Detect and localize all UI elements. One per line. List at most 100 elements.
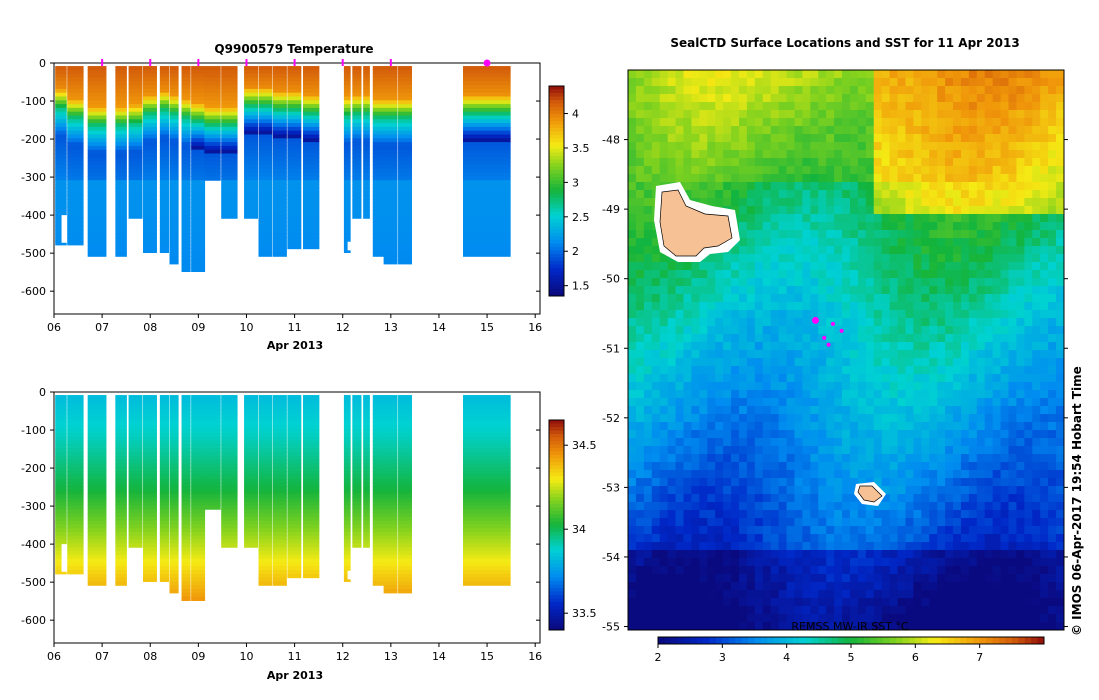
profile-cell xyxy=(55,406,67,411)
sst-cell xyxy=(1000,182,1009,191)
profile-cell xyxy=(398,509,412,514)
sst-cell xyxy=(675,382,684,391)
sst-cell xyxy=(945,358,954,367)
sst-cell xyxy=(715,302,724,311)
sst-cell xyxy=(754,118,764,127)
salinity-colorbar-swatch xyxy=(549,542,564,547)
profile-cell xyxy=(221,176,238,181)
profile-cell xyxy=(87,138,107,143)
temperature-colorbar-swatch xyxy=(549,110,564,115)
sst-cell xyxy=(683,166,692,175)
sst-cell xyxy=(1056,422,1065,431)
sst-cell xyxy=(826,302,835,311)
sst-cell xyxy=(842,326,851,335)
profile-cell xyxy=(463,176,511,181)
profile-cell xyxy=(128,77,143,82)
sst-cell xyxy=(746,166,756,175)
profile-cell xyxy=(128,161,143,166)
profile-cell xyxy=(258,501,273,506)
sst-cell xyxy=(818,70,827,79)
profile-cell xyxy=(128,493,143,499)
sst-cell xyxy=(929,134,938,143)
profile-cell xyxy=(287,233,302,238)
sst-cell xyxy=(770,118,780,127)
profile-cell xyxy=(115,562,127,567)
sst-cell xyxy=(849,190,859,199)
profile-cell xyxy=(463,569,511,575)
profile-cell xyxy=(143,168,157,174)
sst-cell xyxy=(778,350,787,359)
profile-cell xyxy=(191,467,206,472)
profile-cell xyxy=(115,240,127,246)
profile-cell xyxy=(352,161,362,166)
profile-cell xyxy=(204,69,221,75)
sst-cell xyxy=(715,174,724,183)
profile-cell xyxy=(343,138,351,143)
profile-cell xyxy=(204,73,221,79)
sst-cell xyxy=(984,126,994,135)
sst-cell xyxy=(802,230,811,239)
sst-cell xyxy=(953,334,962,343)
profile-cell xyxy=(128,482,143,487)
sst-cell xyxy=(683,86,692,95)
sst-cell xyxy=(1008,222,1017,231)
profile-cell xyxy=(143,577,157,582)
profile-cell xyxy=(343,516,351,522)
profile-cell xyxy=(463,493,511,499)
sst-cell xyxy=(976,390,986,399)
profile-cell xyxy=(169,550,179,556)
profile-cell xyxy=(159,543,169,548)
profile-cell xyxy=(244,107,259,113)
sst-cell xyxy=(723,326,732,335)
sst-cell xyxy=(651,262,661,271)
sst-cell xyxy=(1024,414,1033,423)
profile-cell xyxy=(398,406,412,411)
profile-cell xyxy=(221,73,238,79)
sst-cell xyxy=(873,174,883,183)
sst-cell xyxy=(794,270,803,279)
profile-cell xyxy=(303,221,320,227)
profile-cell xyxy=(463,550,511,556)
profile-cell xyxy=(352,172,362,177)
sst-cell xyxy=(738,102,748,111)
sst-cell xyxy=(960,286,970,295)
profile-cell xyxy=(258,581,273,586)
profile-cell xyxy=(143,229,157,234)
profile-cell xyxy=(221,505,238,510)
sst-cell xyxy=(699,262,708,271)
sst-cell xyxy=(1008,166,1017,175)
profile-cell xyxy=(87,505,107,510)
profile-cell xyxy=(159,206,169,212)
sst-cell xyxy=(715,350,724,359)
sst-cell xyxy=(881,422,890,431)
sst-cell xyxy=(794,350,803,359)
sst-cell xyxy=(794,398,803,407)
profile-cell xyxy=(67,214,84,219)
profile-cell xyxy=(169,417,179,423)
sst-cell xyxy=(715,270,724,279)
sst-cell xyxy=(754,326,764,335)
sst-cell xyxy=(897,302,906,311)
profile-cell xyxy=(244,448,259,453)
profile-cell xyxy=(159,562,169,567)
profile-cell xyxy=(303,440,320,446)
sst-cell xyxy=(834,126,843,135)
profile-cell xyxy=(463,566,511,571)
profile-cell xyxy=(463,138,511,143)
sst-cell xyxy=(826,190,835,199)
profile-cell xyxy=(272,398,287,404)
profile-cell xyxy=(383,543,398,548)
sst-cell xyxy=(1040,318,1049,327)
sst-cell xyxy=(818,174,827,183)
sst-cell xyxy=(778,262,787,271)
profile-cell xyxy=(143,244,157,250)
profile-cell xyxy=(287,202,302,208)
sst-cell xyxy=(715,126,724,135)
profile-cell xyxy=(87,501,107,506)
sst-cell xyxy=(715,366,724,375)
profile-cell xyxy=(372,474,385,480)
sst-cell xyxy=(897,358,906,367)
sst-cell xyxy=(953,246,962,255)
sst-cell xyxy=(849,334,859,343)
profile-cell xyxy=(272,191,287,196)
